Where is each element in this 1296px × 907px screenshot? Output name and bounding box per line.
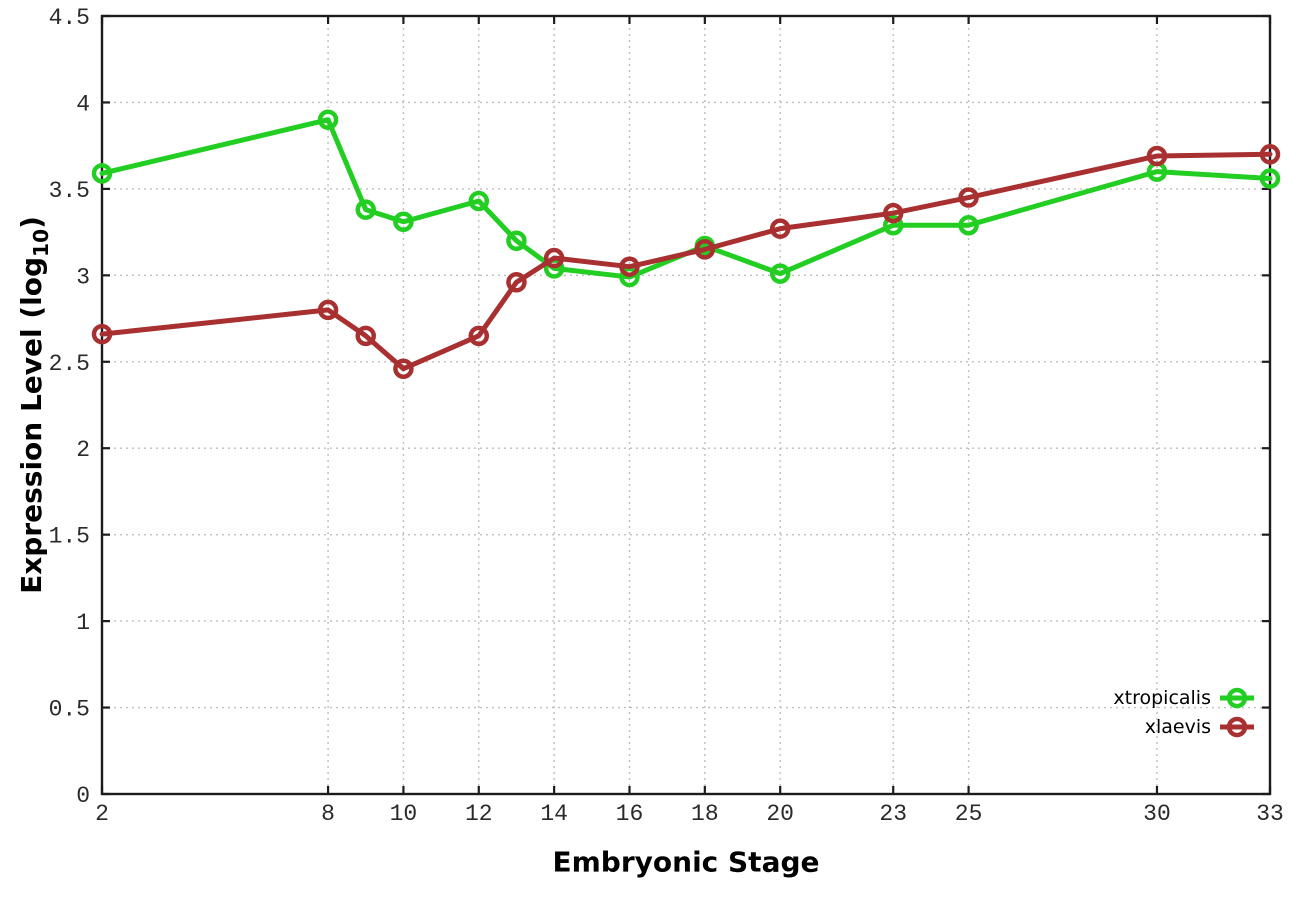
data-point-xtropicalis xyxy=(355,199,376,220)
series-line-xlaevis xyxy=(99,151,1273,372)
x-tick-label: 30 xyxy=(1143,801,1171,827)
data-point-xlaevis xyxy=(694,239,716,260)
y-axis-title-text: Expression Level (log xyxy=(14,256,48,594)
y-tick-label: 0.5 xyxy=(49,697,90,723)
data-point-xlaevis xyxy=(317,299,339,321)
data-point-xlaevis xyxy=(958,187,979,208)
data-point-xlaevis xyxy=(619,256,640,277)
x-tick-label: 33 xyxy=(1256,801,1284,827)
line-circle-marker-icon xyxy=(1220,716,1254,738)
y-tick-label: 1.5 xyxy=(49,524,90,550)
x-tick-label: 8 xyxy=(321,801,335,827)
data-point-xtropicalis xyxy=(317,109,339,130)
x-tick-label: 2 xyxy=(95,801,109,827)
data-point-xtropicalis xyxy=(91,163,113,184)
x-tick-label: 10 xyxy=(390,801,418,827)
data-point-xlaevis xyxy=(393,358,414,379)
data-point-xtropicalis xyxy=(958,214,979,236)
x-tick-label: 20 xyxy=(766,801,794,827)
data-point-xtropicalis xyxy=(882,214,904,236)
y-axis-title-suffix: ) xyxy=(14,216,48,229)
x-tick-label: 23 xyxy=(879,801,907,827)
data-point-xlaevis xyxy=(468,325,490,347)
legend: xtropicalis xlaevis xyxy=(1113,686,1254,739)
x-tick-label: 14 xyxy=(540,801,568,827)
legend-item-xlaevis: xlaevis xyxy=(1113,715,1254,739)
data-point-xlaevis xyxy=(1146,145,1168,167)
data-point-xlaevis xyxy=(1259,144,1281,165)
data-point-xlaevis xyxy=(506,271,527,293)
x-axis-title: Embryonic Stage xyxy=(552,845,820,879)
y-tick-label: 3 xyxy=(76,264,90,290)
y-tick-label: 2 xyxy=(76,437,90,463)
data-point-xtropicalis xyxy=(1259,168,1281,189)
y-tick-label: 0 xyxy=(76,783,90,809)
y-tick-label: 1 xyxy=(76,610,90,636)
data-point-xlaevis xyxy=(882,202,904,224)
data-point-xtropicalis xyxy=(393,211,414,232)
y-tick-label: 2.5 xyxy=(49,351,90,377)
y-axis-title-subscript: 10 xyxy=(29,228,54,257)
line-circle-marker-icon xyxy=(1220,687,1254,709)
data-point-xlaevis xyxy=(91,323,113,345)
data-point-xtropicalis xyxy=(506,230,527,252)
data-point-xlaevis xyxy=(543,247,565,269)
x-tick-label: 25 xyxy=(955,801,983,827)
legend-label-xlaevis: xlaevis xyxy=(1144,716,1211,738)
y-axis-title: Expression Level (log10) xyxy=(15,216,53,594)
x-tick-label: 12 xyxy=(465,801,493,827)
data-point-xtropicalis xyxy=(468,190,490,212)
y-tick-label: 4 xyxy=(76,91,90,117)
legend-item-xtropicalis: xtropicalis xyxy=(1113,686,1254,710)
data-point-xtropicalis xyxy=(769,263,791,284)
data-point-xlaevis xyxy=(769,218,791,239)
legend-label-xtropicalis: xtropicalis xyxy=(1113,687,1211,709)
x-tick-label: 16 xyxy=(616,801,644,827)
y-tick-label: 3.5 xyxy=(49,178,90,204)
plot-border xyxy=(100,14,1272,796)
data-point-xlaevis xyxy=(355,325,376,347)
x-tick-label: 18 xyxy=(691,801,719,827)
y-tick-label: 4.5 xyxy=(49,5,90,31)
